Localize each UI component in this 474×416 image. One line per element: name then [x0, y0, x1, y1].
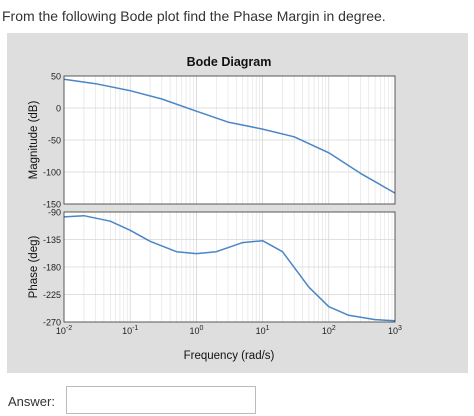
x-tick-label: 100: [189, 325, 203, 336]
magnitude-plot-border: [63, 75, 396, 205]
y-tick-label: -180: [43, 263, 61, 273]
y-tick-label: -90: [48, 208, 61, 218]
y-tick-label: 0: [56, 104, 61, 114]
y-tick-label: -135: [43, 235, 61, 245]
y-tick-label: -100: [43, 168, 61, 178]
bode-figure: Bode Diagram 50 0 -50 -100 -150 -90 -135 -180 -2…: [7, 33, 468, 373]
answer-label: Answer:: [8, 394, 55, 409]
phase-ylabel: Phase (deg): [28, 236, 40, 299]
x-tick-label: 10-2: [56, 325, 72, 336]
y-tick-label: -225: [43, 290, 61, 300]
phase-plot-border: [63, 211, 396, 323]
x-tick-label: 101: [256, 325, 270, 336]
question-text: From the following Bode plot find the Ph…: [2, 8, 386, 24]
y-tick-label: 50: [51, 72, 61, 82]
curve-layer: [63, 78, 396, 322]
x-tick-label: 103: [388, 325, 402, 336]
bode-diagram-svg: Bode Diagram 50 0 -50 -100 -150-90 -135 -180 -2…: [28, 55, 402, 362]
chart-title: Bode Diagram: [187, 55, 272, 69]
magnitude-curve: [63, 78, 396, 194]
answer-input[interactable]: [66, 386, 256, 414]
grid-layer: [64, 76, 395, 322]
phase-curve: [63, 214, 396, 322]
x-axis-label: Frequency (rad/s): [184, 350, 275, 362]
y-tick-label: -270: [43, 318, 61, 328]
x-tick-label: 102: [322, 325, 336, 336]
y-tick-label: -50: [48, 136, 61, 146]
x-tick-label: 10-1: [122, 325, 138, 336]
y-tick-label: -150: [43, 200, 61, 210]
magnitude-ylabel: Magnitude (dB): [28, 101, 40, 180]
